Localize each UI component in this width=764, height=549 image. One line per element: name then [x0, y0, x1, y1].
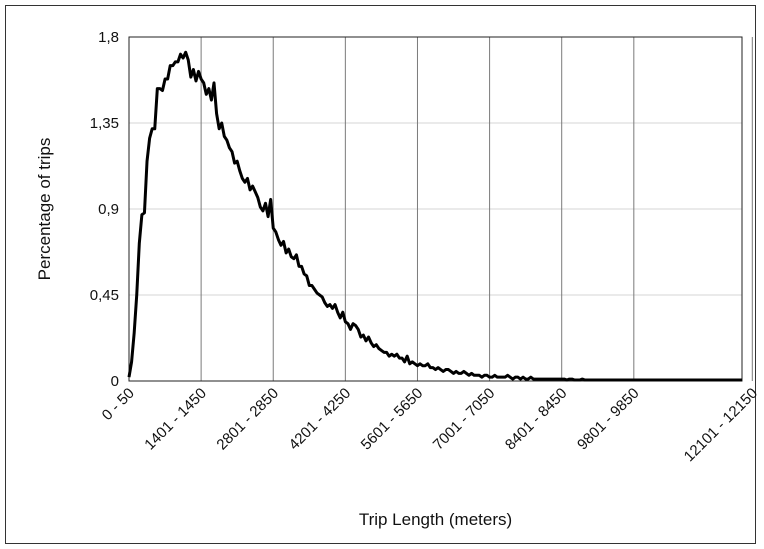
y-tick-label: 0 — [111, 373, 119, 390]
x-axis-title: Trip Length (meters) — [359, 510, 512, 529]
x-tick-label: 7001 - 7050 — [430, 385, 499, 454]
x-tick-label: 5601 - 5650 — [358, 385, 427, 454]
x-tick-label: 0 - 50 — [99, 385, 138, 424]
y-tick-label: 0,45 — [90, 287, 119, 304]
grid-layer — [129, 36, 753, 382]
plot-area-border — [128, 36, 743, 382]
x-tick-label: 1401 - 1450 — [141, 385, 210, 454]
x-tick-label: 9801 - 9850 — [574, 385, 643, 454]
y-axis-title: Percentage of trips — [35, 138, 54, 281]
x-tick-label: 12101 - 12150 — [681, 385, 761, 465]
y-tick-label: 1,8 — [98, 29, 119, 46]
y-tick-label: 0,9 — [98, 201, 119, 218]
x-tick-labels: 0 - 50 1401 - 1450 2801 - 2850 4201 - 4250 5… — [99, 385, 761, 465]
x-tick-label: 8401 - 8450 — [502, 385, 571, 454]
chart-frame — [5, 5, 756, 544]
y-tick-label: 1,35 — [90, 115, 119, 132]
y-tick-labels: 0 0,45 0,9 1,35 1,8 — [90, 29, 119, 390]
x-tick-label: 2801 - 2850 — [213, 385, 282, 454]
x-tick-label: 4201 - 4250 — [286, 385, 355, 454]
series-line-percentage — [127, 50, 742, 382]
